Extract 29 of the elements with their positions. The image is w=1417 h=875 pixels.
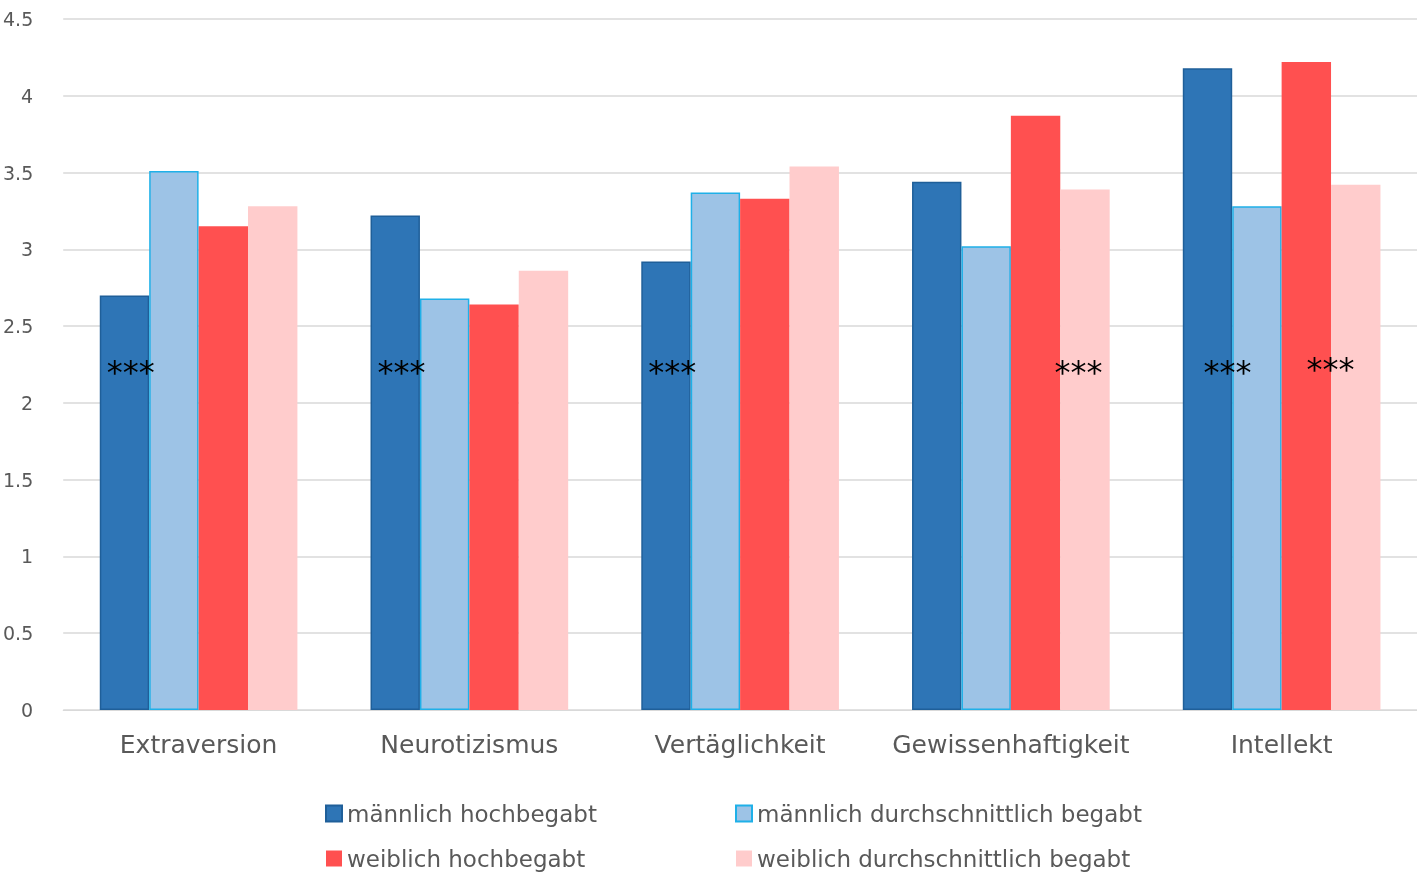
annotation: *** bbox=[1054, 353, 1103, 392]
bar bbox=[469, 304, 519, 710]
x-tick-label: Gewissenhaftigkeit bbox=[892, 730, 1130, 759]
x-tick-label: Intellekt bbox=[1230, 730, 1333, 759]
y-tick-label: 2.5 bbox=[3, 315, 34, 338]
y-tick-label: 0 bbox=[21, 699, 34, 721]
legend-label: männlich durchschnittlich begabt bbox=[757, 800, 1142, 827]
bar bbox=[789, 166, 839, 710]
bar bbox=[198, 226, 249, 710]
bar bbox=[912, 181, 962, 710]
y-tick-label: 3 bbox=[21, 238, 34, 261]
legend-label: weiblich durchschnittlich begabt bbox=[757, 845, 1131, 872]
y-tick-label: 1.5 bbox=[3, 468, 34, 491]
y-tick-label: 4.5 bbox=[3, 8, 34, 30]
x-tick-label: Extraversion bbox=[119, 730, 278, 759]
y-tick-label: 1 bbox=[21, 545, 34, 568]
annotation: *** bbox=[1306, 350, 1355, 389]
bar bbox=[248, 206, 298, 710]
y-tick-label: 0.5 bbox=[3, 622, 34, 645]
y-tick-label: 4 bbox=[21, 84, 34, 107]
legend-label: weiblich hochbegabt bbox=[347, 845, 586, 872]
x-tick-label: Neurotizismus bbox=[380, 730, 559, 759]
bar bbox=[740, 198, 790, 710]
bar bbox=[961, 246, 1011, 710]
y-tick-label: 2 bbox=[21, 391, 34, 414]
y-tick-label: 3.5 bbox=[3, 161, 34, 184]
x-tick-label: Vertäglichkeit bbox=[654, 730, 826, 759]
bar bbox=[518, 270, 569, 710]
legend-label: männlich hochbegabt bbox=[347, 800, 597, 827]
